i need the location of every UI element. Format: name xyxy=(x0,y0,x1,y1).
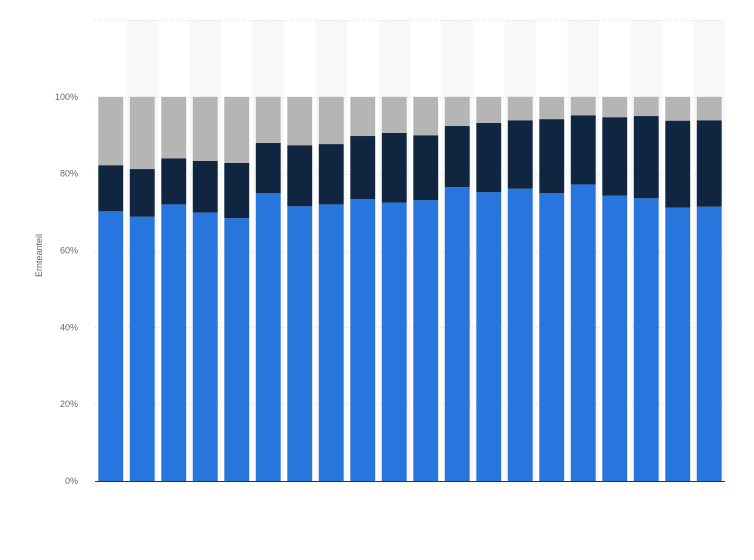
bar-segment-series-3[interactable] xyxy=(507,96,533,121)
bar-segment-series-2[interactable] xyxy=(507,120,533,189)
bar-segment-series-2[interactable] xyxy=(476,122,502,193)
bar-segment-series-1[interactable] xyxy=(255,193,281,482)
y-tick-label: 40% xyxy=(60,322,78,332)
bar-segment-series-1[interactable] xyxy=(665,207,691,481)
bar-segment-series-2[interactable] xyxy=(287,145,313,207)
bar-segment-series-1[interactable] xyxy=(287,206,313,481)
bar-segment-series-3[interactable] xyxy=(696,96,722,121)
bar-segment-series-1[interactable] xyxy=(507,188,533,481)
bar-segment-series-2[interactable] xyxy=(413,135,439,201)
bar-segment-series-3[interactable] xyxy=(98,96,124,166)
bar-segment-series-1[interactable] xyxy=(602,195,628,482)
y-tick-label: 100% xyxy=(55,92,78,102)
bar-segment-series-1[interactable] xyxy=(444,187,470,482)
bar-segment-series-3[interactable] xyxy=(350,96,376,137)
bar-segment-series-3[interactable] xyxy=(602,96,628,118)
y-tick-labels: 0% 20% 40% 60% 80% 100% xyxy=(55,92,78,486)
y-tick-label: 60% xyxy=(60,246,78,256)
bars xyxy=(98,96,722,482)
bar-segment-series-3[interactable] xyxy=(476,96,502,123)
bar-segment-series-1[interactable] xyxy=(98,211,124,481)
bar-segment-series-3[interactable] xyxy=(318,96,344,145)
bar-segment-series-2[interactable] xyxy=(444,126,470,188)
y-tick-label: 80% xyxy=(60,169,78,179)
y-tick-label: 0% xyxy=(65,476,78,486)
bar-segment-series-1[interactable] xyxy=(539,193,565,482)
bar-segment-series-3[interactable] xyxy=(413,96,439,136)
bar-segment-series-2[interactable] xyxy=(350,136,376,200)
bar-segment-series-3[interactable] xyxy=(192,96,218,161)
bar-segment-series-1[interactable] xyxy=(224,218,250,482)
bar-segment-series-1[interactable] xyxy=(161,204,187,481)
bar-segment-series-1[interactable] xyxy=(350,199,376,481)
bar-segment-series-1[interactable] xyxy=(381,202,407,481)
bar-segment-series-3[interactable] xyxy=(381,96,407,133)
bar-segment-series-3[interactable] xyxy=(444,96,470,127)
bar-segment-series-2[interactable] xyxy=(192,160,218,213)
y-axis-title: Ernteanteil xyxy=(34,234,44,277)
bar-segment-series-3[interactable] xyxy=(539,96,565,120)
bar-segment-series-2[interactable] xyxy=(696,120,722,207)
bar-segment-series-2[interactable] xyxy=(381,132,407,203)
bar-segment-series-1[interactable] xyxy=(318,204,344,481)
bar-segment-series-2[interactable] xyxy=(98,165,124,212)
bar-segment-series-2[interactable] xyxy=(633,116,659,199)
bar-segment-series-3[interactable] xyxy=(570,96,596,116)
bar-segment-series-2[interactable] xyxy=(318,144,344,205)
bar-segment-series-1[interactable] xyxy=(633,198,659,481)
bar-segment-series-1[interactable] xyxy=(129,216,155,481)
bar-segment-series-3[interactable] xyxy=(633,96,659,117)
bar-segment-series-1[interactable] xyxy=(476,192,502,481)
bar-segment-series-1[interactable] xyxy=(696,206,722,481)
bar-segment-series-2[interactable] xyxy=(539,119,565,194)
bar-segment-series-1[interactable] xyxy=(192,212,218,481)
bar-segment-series-1[interactable] xyxy=(413,200,439,481)
bar-segment-series-2[interactable] xyxy=(129,169,155,217)
bar-segment-series-3[interactable] xyxy=(287,96,313,146)
bar-segment-series-3[interactable] xyxy=(224,96,250,163)
bar-segment-series-1[interactable] xyxy=(570,184,596,481)
bar-segment-series-2[interactable] xyxy=(161,158,187,205)
bar-segment-series-3[interactable] xyxy=(129,96,155,170)
bar-segment-series-2[interactable] xyxy=(602,117,628,196)
bar-segment-series-2[interactable] xyxy=(224,162,250,219)
bar-segment-series-3[interactable] xyxy=(161,96,187,159)
bar-segment-series-3[interactable] xyxy=(255,96,281,143)
y-tick-label: 20% xyxy=(60,399,78,409)
bar-segment-series-2[interactable] xyxy=(255,142,281,194)
bar-segment-series-3[interactable] xyxy=(665,96,691,121)
bar-segment-series-2[interactable] xyxy=(570,115,596,185)
bar-segment-series-2[interactable] xyxy=(665,120,691,208)
